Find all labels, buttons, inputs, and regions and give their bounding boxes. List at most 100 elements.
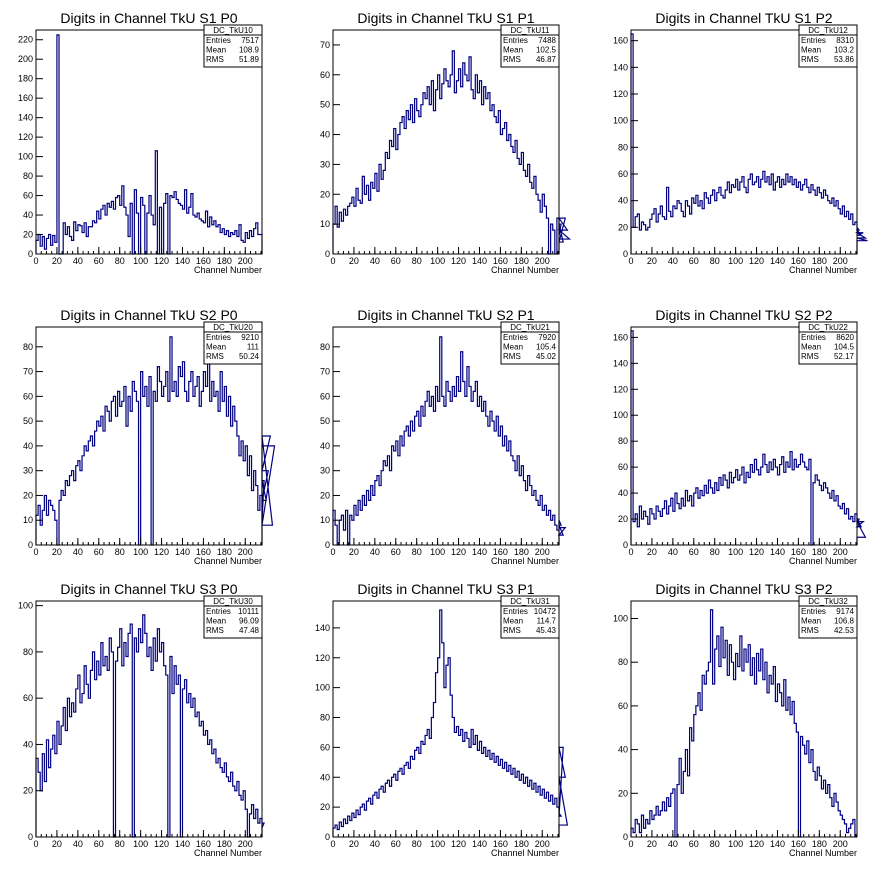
y-tick-label: 20 [320, 490, 330, 500]
x-tick-label: 200 [535, 547, 550, 557]
x-tick-label: 200 [238, 839, 253, 849]
y-tick-label: 40 [23, 739, 33, 749]
y-tick-label: 20 [23, 230, 33, 240]
y-tick-label: 100 [18, 152, 33, 162]
stats-value: 104.5 [834, 343, 855, 352]
y-tick-label: 60 [320, 391, 330, 401]
stats-label: RMS [206, 626, 224, 635]
stats-value: 51.89 [239, 55, 260, 64]
x-tick-label: 140 [472, 256, 487, 266]
y-tick-label: 60 [320, 70, 330, 80]
x-tick-label: 200 [833, 256, 848, 266]
histogram-panel: Digits in Channel TkU S2 P00 20 40 60 80 100 1… [23, 307, 276, 566]
y-tick-label: 20 [23, 786, 33, 796]
plot-frame [35, 29, 263, 255]
x-tick-label: 20 [647, 256, 657, 266]
stats-label: Entries [801, 36, 826, 45]
y-tick-label: 20 [618, 514, 628, 524]
histogram-panel: Digits in Channel TkU S3 P1 0 20 40 60 80 100 1… [315, 581, 569, 858]
histogram-series [332, 609, 569, 837]
stats-label: Entries [503, 36, 528, 45]
stats-value: 7488 [538, 36, 556, 45]
stats-name: DC_TkU10 [213, 26, 253, 35]
x-tick-label: 180 [217, 839, 232, 849]
stats-label: RMS [206, 55, 224, 64]
stats-name: DC_TkU12 [808, 26, 848, 35]
x-axis-title: Channel Number [194, 265, 262, 275]
y-tick-label: 80 [320, 342, 330, 352]
stats-value: 50.24 [239, 352, 260, 361]
x-tick-label: 200 [535, 256, 550, 266]
stats-label: Mean [801, 343, 821, 352]
stats-label: RMS [503, 352, 521, 361]
y-tick-label: 60 [23, 693, 33, 703]
x-axis-title: Channel Number [194, 556, 262, 566]
stats-value: 42.53 [834, 626, 855, 635]
plot-frame [35, 326, 263, 546]
stats-name: DC_TkU20 [213, 323, 253, 332]
x-tick-label: 0 [628, 256, 633, 266]
stats-value: 106.8 [834, 617, 855, 626]
x-tick-label: 60 [391, 256, 401, 266]
plot-frame [630, 600, 858, 838]
x-tick-label: 40 [668, 839, 678, 849]
x-tick-label: 40 [73, 256, 83, 266]
x-tick-label: 20 [52, 547, 62, 557]
plot-frame [332, 326, 560, 546]
y-tick-label: 100 [613, 410, 628, 420]
stats-label: RMS [801, 626, 819, 635]
x-tick-label: 120 [451, 547, 466, 557]
histogram-series [630, 33, 868, 254]
x-tick-label: 40 [668, 256, 678, 266]
y-tick-label: 20 [618, 222, 628, 232]
x-tick-label: 0 [330, 839, 335, 849]
y-tick-label: 70 [320, 40, 330, 50]
x-tick-label: 80 [412, 256, 422, 266]
x-tick-label: 20 [349, 839, 359, 849]
histogram-series [35, 336, 276, 546]
x-tick-label: 140 [175, 256, 190, 266]
stats-value: 46.87 [536, 55, 557, 64]
y-tick-label: 60 [618, 701, 628, 711]
x-tick-label: 100 [133, 547, 148, 557]
stats-box-frame [798, 595, 858, 639]
x-tick-label: 120 [749, 547, 764, 557]
x-tick-label: 60 [94, 256, 104, 266]
stats-box-frame [798, 321, 858, 365]
stats-name: DC_TkU21 [510, 323, 550, 332]
y-tick-label: 30 [23, 466, 33, 476]
x-tick-label: 80 [710, 839, 720, 849]
y-tick-label: 0 [28, 540, 33, 550]
stats-box-frame [203, 595, 263, 639]
x-tick-label: 200 [238, 256, 253, 266]
y-tick-label: 140 [613, 358, 628, 368]
stats-label: Mean [206, 617, 226, 626]
y-tick-label: 20 [320, 802, 330, 812]
panel-title: Digits in Channel TkU S2 P1 [357, 307, 534, 323]
x-tick-label: 60 [391, 547, 401, 557]
x-tick-label: 140 [175, 839, 190, 849]
stats-label: Mean [206, 343, 226, 352]
stats-value: 102.5 [536, 46, 557, 55]
x-tick-label: 100 [728, 256, 743, 266]
stats-box-frame [203, 321, 263, 365]
stats-label: RMS [801, 55, 819, 64]
x-tick-label: 140 [770, 256, 785, 266]
stats-value: 105.4 [536, 343, 557, 352]
stats-box-frame [500, 24, 560, 68]
stats-name: DC_TkU32 [808, 597, 848, 606]
stats-label: Entries [206, 333, 231, 342]
panel-title: Digits in Channel TkU S1 P2 [655, 10, 832, 26]
stats-value: 10472 [534, 607, 557, 616]
x-tick-label: 160 [791, 839, 806, 849]
x-tick-label: 80 [710, 547, 720, 557]
x-tick-label: 120 [154, 547, 169, 557]
y-tick-label: 100 [613, 116, 628, 126]
x-tick-label: 100 [133, 839, 148, 849]
x-tick-label: 100 [728, 547, 743, 557]
